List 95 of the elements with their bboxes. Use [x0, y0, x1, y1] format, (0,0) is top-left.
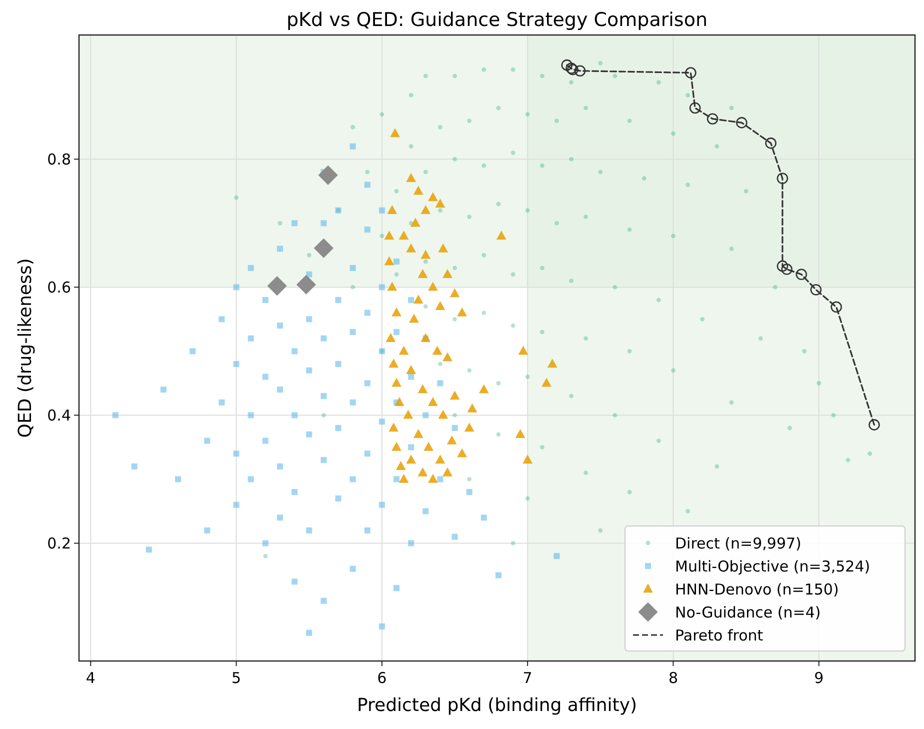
- x-tick-label: 5: [232, 669, 242, 687]
- legend-label: HNN-Denovo (n=150): [675, 580, 839, 598]
- point: [398, 474, 409, 483]
- point: [413, 186, 424, 195]
- point: [418, 467, 428, 476]
- point: [435, 454, 446, 464]
- point: [396, 461, 406, 470]
- legend-label: Multi-Objective (n=3,524): [675, 557, 870, 576]
- point: [522, 454, 533, 464]
- point: [410, 218, 420, 227]
- point: [267, 276, 287, 296]
- point: [384, 256, 394, 266]
- point: [418, 384, 428, 394]
- point: [296, 274, 316, 294]
- point: [387, 204, 398, 214]
- point: [561, 59, 573, 71]
- point: [390, 128, 400, 138]
- point: [428, 192, 438, 202]
- point: [438, 243, 448, 252]
- point: [406, 243, 416, 252]
- point: [457, 448, 467, 458]
- point: [424, 442, 434, 451]
- point: [442, 268, 452, 278]
- legend-label: Pareto front: [675, 626, 764, 644]
- point: [428, 474, 438, 483]
- point: [478, 384, 489, 394]
- x-tick-label: 9: [814, 669, 824, 687]
- point: [542, 378, 552, 387]
- legend-label: Direct (n=9,997): [675, 534, 802, 552]
- point: [574, 65, 586, 76]
- y-tick-label: 0.8: [47, 150, 71, 168]
- point: [403, 410, 414, 419]
- point: [420, 250, 431, 259]
- point: [438, 410, 448, 419]
- point: [418, 268, 428, 278]
- point: [446, 435, 457, 444]
- point: [432, 346, 442, 355]
- point: [547, 358, 558, 368]
- x-axis-title: Predicted pKd (binding affinity): [356, 695, 638, 716]
- point: [384, 230, 394, 240]
- point: [386, 333, 396, 342]
- x-tick-label: 6: [377, 669, 387, 687]
- point: [435, 300, 446, 310]
- point: [398, 346, 409, 355]
- point: [765, 138, 776, 149]
- point: [435, 198, 446, 208]
- point: [406, 454, 416, 464]
- point: [706, 113, 718, 124]
- point: [314, 238, 334, 258]
- point: [776, 172, 788, 184]
- point: [450, 390, 460, 400]
- point: [392, 442, 402, 451]
- point: [428, 282, 438, 291]
- point: [689, 102, 701, 114]
- point: [413, 294, 424, 304]
- point: [318, 165, 338, 185]
- point: [736, 117, 748, 128]
- point: [388, 422, 399, 432]
- chart-title: pKd vs QED: Guidance Strategy Comparison: [286, 9, 708, 31]
- point: [406, 172, 416, 182]
- point: [685, 67, 696, 78]
- point: [392, 378, 402, 387]
- x-tick-label: 8: [668, 669, 678, 687]
- y-axis-title: QED (drug-likeness): [15, 258, 36, 438]
- x-tick-label: 4: [86, 669, 96, 687]
- x-tick-label: 7: [522, 669, 532, 687]
- point: [450, 288, 460, 298]
- point: [406, 365, 416, 374]
- point: [496, 230, 506, 240]
- point: [392, 307, 402, 316]
- point: [457, 307, 467, 316]
- point: [515, 429, 526, 438]
- point: [776, 260, 788, 272]
- point: [442, 467, 452, 476]
- y-tick-label: 0.2: [47, 534, 71, 552]
- point: [518, 346, 528, 355]
- point: [868, 419, 880, 430]
- point: [428, 397, 438, 406]
- point: [442, 352, 452, 362]
- point: [420, 204, 431, 214]
- point: [398, 230, 409, 240]
- point: [387, 282, 398, 291]
- point: [467, 403, 478, 412]
- point: [830, 301, 842, 313]
- point: [394, 397, 404, 406]
- point: [464, 422, 474, 432]
- point: [409, 314, 419, 323]
- y-tick-label: 0.4: [47, 406, 71, 424]
- point: [781, 264, 792, 275]
- point: [413, 429, 424, 438]
- y-tick-label: 0.6: [47, 278, 71, 296]
- point: [388, 358, 399, 368]
- point: [810, 284, 822, 296]
- point: [796, 268, 808, 280]
- legend-label: No-Guidance (n=4): [675, 603, 821, 622]
